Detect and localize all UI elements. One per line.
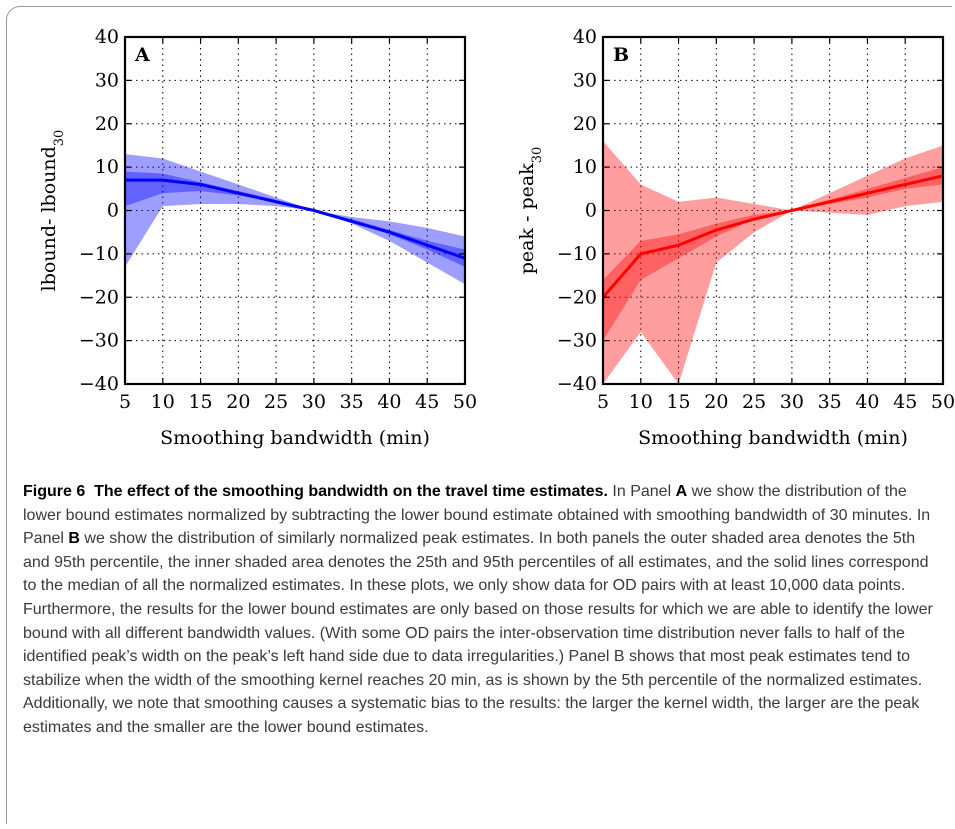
- x-tick-label: 10: [151, 391, 175, 413]
- caption-text-1: In Panel: [607, 483, 676, 500]
- median-line: [603, 174, 943, 299]
- x-tick-label: 45: [415, 391, 439, 413]
- median-line: [125, 178, 465, 260]
- x-tick-label: 40: [855, 391, 879, 413]
- x-tick-label: 25: [264, 391, 288, 413]
- x-tick-label: 50: [453, 391, 477, 413]
- y-axis-title-subscript: 30: [52, 130, 67, 147]
- x-tick-label: 20: [704, 391, 728, 413]
- x-tick-label: 25: [742, 391, 766, 413]
- y-tick-label: −40: [79, 373, 119, 395]
- x-axis-title: Smoothing bandwidth (min): [160, 427, 430, 449]
- x-tick-label: 30: [302, 391, 326, 413]
- y-tick-label: 40: [573, 26, 597, 48]
- figure-caption: Figure 6 The effect of the smoothing ban…: [23, 480, 941, 740]
- y-tick-label: −30: [557, 330, 597, 352]
- y-tick-label: 20: [95, 113, 119, 135]
- caption-text-2: we show the distribution of the lower bo…: [23, 483, 931, 548]
- y-tick-label: −20: [557, 286, 597, 308]
- y-tick-label: 0: [585, 200, 597, 222]
- data-area: [603, 141, 943, 384]
- x-tick-label: 35: [818, 391, 842, 413]
- x-tick-label: 50: [931, 391, 955, 413]
- panel-b-chart: 5 10 15 20 25 30 35 40 45 50 −40 −30 −20 −10 0 10 20 30 40…: [516, 26, 955, 449]
- x-tick-label: 5: [597, 391, 609, 413]
- x-tick-label: 30: [780, 391, 804, 413]
- x-tick-label: 45: [893, 391, 917, 413]
- x-tick-label: 15: [666, 391, 690, 413]
- y-tick-label: 30: [95, 69, 119, 91]
- x-tick-label: 35: [340, 391, 364, 413]
- y-axis-title-main: lbound- lbound: [38, 146, 60, 291]
- y-tick-label: −10: [79, 243, 119, 265]
- x-tick-label: 20: [226, 391, 250, 413]
- panel-a-chart: 5 10 15 20 25 30 35 40 45 50 −40 −30 −20 −10 0 10 20 30 40…: [38, 26, 477, 449]
- x-axis-title: Smoothing bandwidth (min): [638, 427, 908, 449]
- outer-band: [125, 154, 465, 285]
- data-area: [125, 154, 465, 285]
- caption-text-3: we show the distribution of similarly no…: [23, 530, 933, 736]
- y-tick-label: 20: [573, 113, 597, 135]
- panel-letter: B: [613, 44, 629, 66]
- y-tick-label: 0: [107, 200, 119, 222]
- figure-frame: [6, 6, 952, 824]
- y-tick-label: 40: [95, 26, 119, 48]
- caption-panel-a-ref: A: [675, 483, 688, 500]
- x-tick-label: 15: [188, 391, 212, 413]
- y-tick-label: −10: [557, 243, 597, 265]
- y-tick-label: −20: [79, 286, 119, 308]
- x-tick-label: 10: [629, 391, 653, 413]
- figure-title: The effect of the smoothing bandwidth on…: [94, 483, 608, 500]
- y-tick-label: −30: [79, 330, 119, 352]
- y-tick-label: 10: [573, 156, 597, 178]
- y-axis-title-main: peak - peak: [516, 163, 538, 274]
- y-tick-label: 10: [95, 156, 119, 178]
- x-tick-label: 40: [377, 391, 401, 413]
- x-tick-label: 5: [119, 391, 131, 413]
- y-tick-label: 30: [573, 69, 597, 91]
- y-axis-title: lbound- lbound30: [38, 130, 67, 292]
- y-tick-label: −40: [557, 373, 597, 395]
- outer-band: [603, 141, 943, 384]
- panel-letter: A: [134, 44, 150, 66]
- y-axis-title-subscript: 30: [530, 147, 545, 164]
- caption-panel-b-ref: B: [68, 530, 80, 548]
- y-axis-title: peak - peak30: [516, 147, 545, 275]
- figure-number: Figure 6: [23, 483, 86, 500]
